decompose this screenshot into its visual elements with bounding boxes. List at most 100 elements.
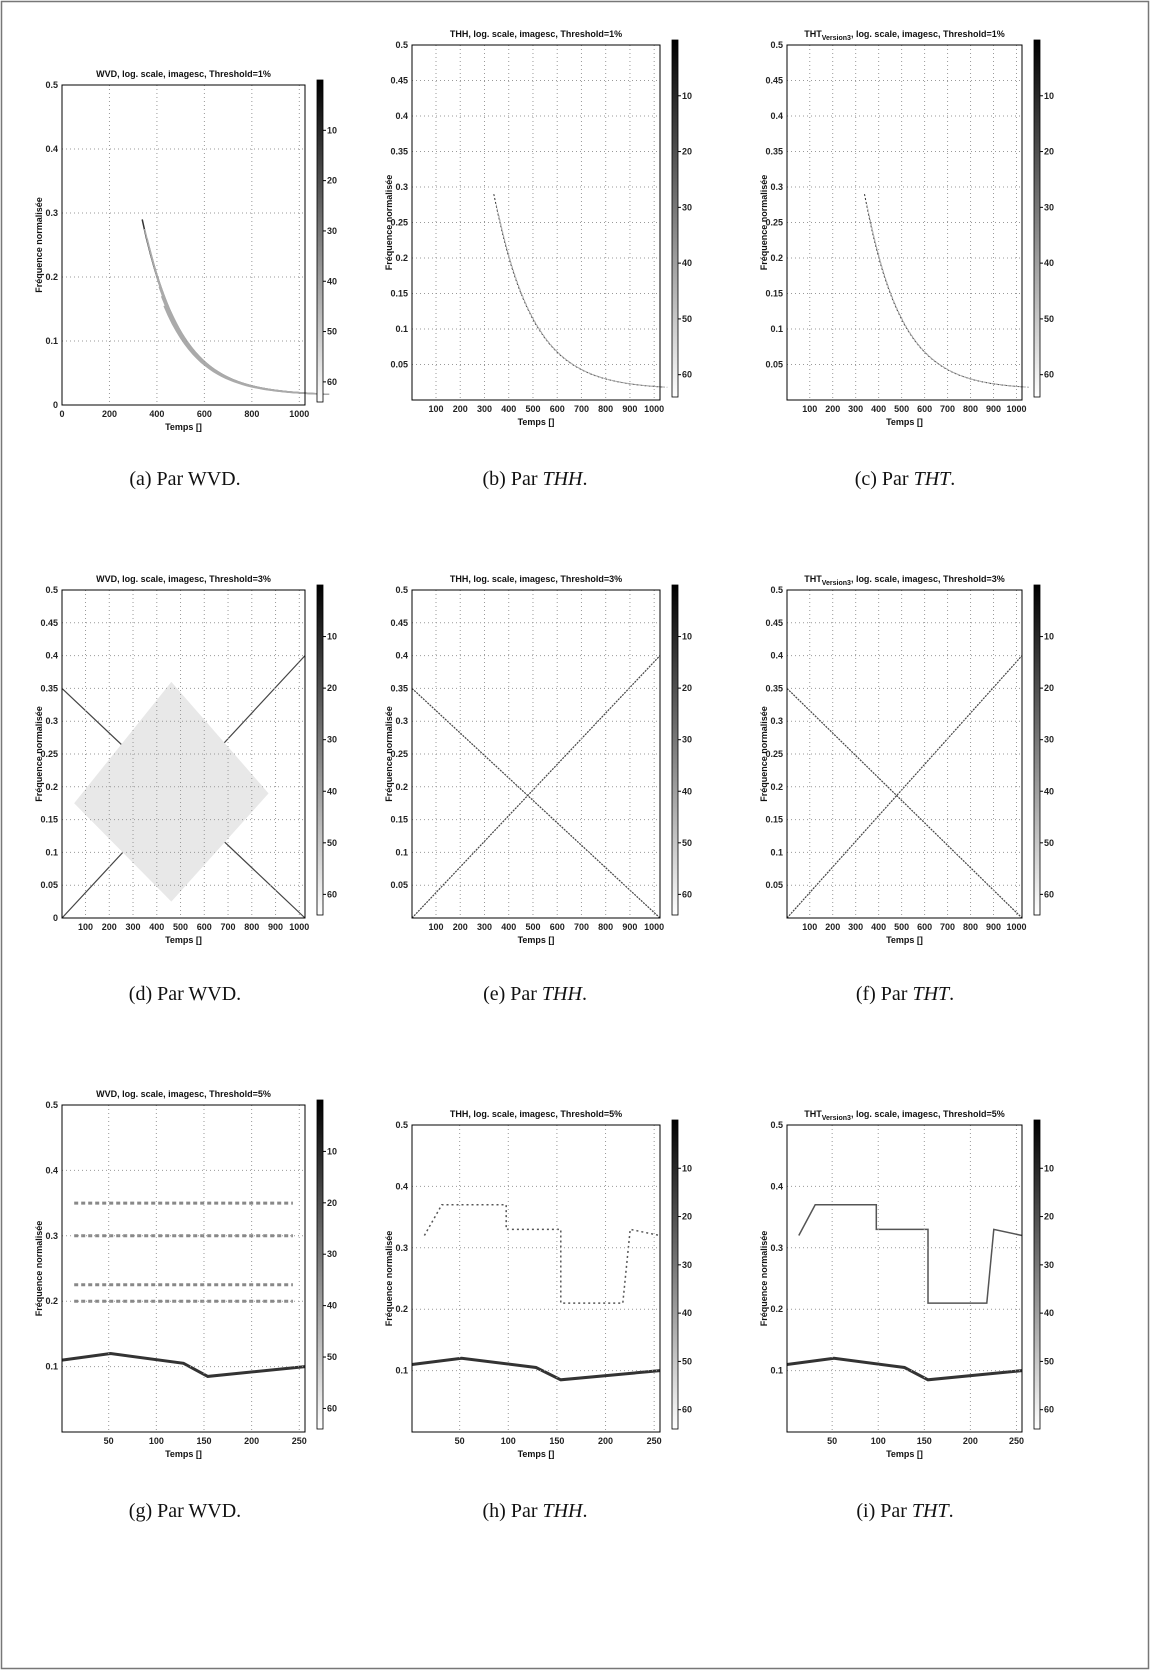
colorbar-tick-label: 30 — [682, 735, 692, 745]
title-main: THH, log. scale, imagesc, Threshold=1% — [450, 29, 622, 39]
y-tick-label: 0.5 — [395, 1120, 408, 1130]
x-tick-label: 600 — [550, 922, 565, 932]
axes-background — [62, 85, 305, 405]
axes-background — [787, 1125, 1022, 1432]
y-tick-label: 0.35 — [390, 683, 408, 693]
y-axis-label: Fréquence normalisée — [34, 197, 44, 293]
x-tick-label: 600 — [197, 409, 212, 419]
y-axis-label: Fréquence normalisée — [759, 706, 769, 802]
image-trace — [423, 1204, 661, 1304]
x-tick-label: 200 — [825, 922, 840, 932]
title-sub: Version3 — [822, 35, 851, 42]
y-tick-label: 0.25 — [765, 749, 783, 759]
colorbar — [671, 1119, 679, 1430]
y-tick-label: 0.15 — [765, 815, 783, 825]
caption: (g) Par WVD. — [129, 1500, 241, 1522]
x-tick-label: 800 — [963, 922, 978, 932]
y-tick-label: 0.35 — [765, 147, 783, 157]
y-tick-label: 0.45 — [765, 618, 783, 628]
title-main: THT — [804, 29, 822, 39]
image-content — [786, 1204, 1023, 1382]
y-tick-label: 0.4 — [770, 111, 783, 121]
y-tick-label: 0.15 — [390, 289, 408, 299]
colorbar-tick-label: 30 — [682, 202, 692, 212]
caption-part: THT — [912, 1500, 951, 1522]
colorbar-tick-label: 20 — [1044, 1212, 1054, 1222]
colorbar-tick-label: 50 — [1044, 838, 1054, 848]
x-tick-label: 250 — [1009, 1436, 1024, 1446]
x-tick-label: 0 — [59, 409, 64, 419]
caption: (d) Par WVD. — [129, 983, 241, 1005]
x-tick-label: 300 — [477, 922, 492, 932]
caption-part: (d) Par WVD. — [129, 983, 241, 1005]
y-tick-label: 0.4 — [395, 651, 408, 661]
panel-title: WVD, log. scale, imagesc, Threshold=3% — [96, 574, 271, 584]
x-tick-label: 700 — [574, 922, 589, 932]
caption-part: THH — [542, 983, 584, 1005]
y-tick-label: 0.5 — [45, 80, 58, 90]
colorbar-tick-label: 30 — [1044, 1260, 1054, 1270]
title-rest: , log. scale, imagesc, Threshold=1% — [851, 29, 1005, 39]
x-tick-label: 1000 — [644, 404, 664, 414]
colorbar-tick-label: 40 — [1044, 1308, 1054, 1318]
axes-frame — [61, 589, 306, 919]
x-tick-label: 100 — [428, 922, 443, 932]
y-tick-label: 0.05 — [765, 360, 783, 370]
y-tick-label: 0.5 — [45, 1100, 58, 1110]
x-tick-label: 100 — [428, 404, 443, 414]
x-tick-label: 900 — [986, 922, 1001, 932]
y-tick-label: 0.2 — [770, 1304, 783, 1314]
colorbar-tick-label: 40 — [327, 1301, 337, 1311]
panel-title: THH, log. scale, imagesc, Threshold=1% — [450, 29, 622, 39]
y-axis-label: Fréquence normalisée — [759, 1231, 769, 1327]
axes-frame — [411, 1124, 661, 1433]
image-trace — [786, 1356, 1023, 1382]
colorbar-tick-label: 50 — [327, 1352, 337, 1362]
colorbar-tick-label: 20 — [327, 176, 337, 186]
colorbar-tick-label: 50 — [682, 314, 692, 324]
image-content — [864, 194, 1030, 388]
y-tick-label: 0.3 — [45, 208, 58, 218]
x-tick-label: 700 — [940, 922, 955, 932]
y-tick-label: 0.1 — [395, 847, 408, 857]
x-axis-label: Temps [] — [518, 417, 555, 427]
colorbar-tick-label: 30 — [327, 735, 337, 745]
panel-title: WVD, log. scale, imagesc, Threshold=5% — [96, 1089, 271, 1099]
y-tick-label: 0.2 — [770, 253, 783, 263]
colorbar-tick-label: 60 — [327, 1403, 337, 1413]
colorbar — [1033, 584, 1041, 916]
x-tick-label: 250 — [647, 1436, 662, 1446]
colorbar — [671, 584, 679, 916]
y-tick-label: 0.5 — [770, 40, 783, 50]
y-tick-label: 0.45 — [40, 618, 58, 628]
panel: 100 200 300 400 500 600 700 800 900 1000 0 0.05 0.1 0… — [34, 574, 337, 1005]
x-tick-label: 100 — [802, 404, 817, 414]
x-tick-label: 200 — [102, 922, 117, 932]
image-content — [786, 655, 1023, 919]
x-tick-label: 100 — [78, 922, 93, 932]
image-content — [493, 193, 668, 388]
title-main: THT — [804, 1109, 822, 1119]
y-tick-label: 0.1 — [395, 324, 408, 334]
caption-part: . — [949, 1500, 954, 1522]
panel-title: THTVersion3, log. scale, imagesc, Thresh… — [804, 1109, 1005, 1122]
title-main: THT — [804, 574, 822, 584]
x-axis-label: Temps [] — [886, 1449, 923, 1459]
caption-part: . — [949, 983, 954, 1005]
image-trace — [786, 655, 1023, 919]
colorbar-tick-label: 30 — [327, 1249, 337, 1259]
y-tick-label: 0.5 — [395, 40, 408, 50]
colorbar — [316, 1099, 324, 1430]
x-tick-label: 200 — [453, 922, 468, 932]
colorbar-tick-label: 40 — [682, 1308, 692, 1318]
x-tick-label: 300 — [477, 404, 492, 414]
x-tick-label: 200 — [453, 404, 468, 414]
caption-part: THH — [542, 1500, 584, 1522]
title-rest: , log. scale, imagesc, Threshold=5% — [851, 1109, 1005, 1119]
caption: (h) Par THH. — [483, 1500, 588, 1522]
y-tick-label: 0.4 — [45, 651, 58, 661]
y-tick-label: 0.4 — [45, 144, 58, 154]
colorbar-tick-label: 50 — [1044, 314, 1054, 324]
x-axis-label: Temps [] — [165, 1449, 202, 1459]
y-tick-label: 0.2 — [45, 272, 58, 282]
